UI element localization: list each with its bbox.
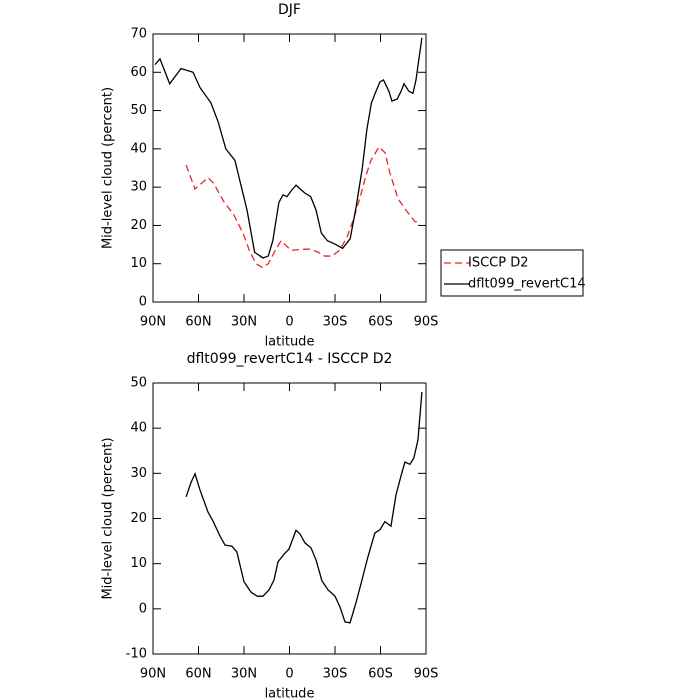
y-tick-label: 10	[130, 256, 147, 271]
chart-title: dflt099_revertC14 - ISCCP D2	[187, 351, 393, 367]
legend-label: ISCCP D2	[468, 256, 529, 271]
x-tick-label: 60S	[368, 667, 393, 682]
chart-title: DJF	[278, 2, 301, 18]
data-line	[185, 145, 421, 269]
y-tick-label: 50	[130, 103, 147, 118]
x-tick-label: 90N	[140, 667, 166, 682]
y-tick-label: 0	[139, 295, 147, 310]
x-tick-label: 0	[285, 667, 293, 682]
x-tick-label: 60N	[185, 315, 211, 330]
plot-frame	[152, 382, 427, 655]
x-tick-label: 90S	[414, 667, 439, 682]
y-axis-label: Mid-level cloud (percent)	[101, 87, 116, 249]
y-tick-label: 30	[130, 180, 147, 195]
y-tick-label: 10	[130, 556, 147, 571]
y-tick-label: 20	[130, 218, 147, 233]
x-tick-label: 30S	[323, 315, 348, 330]
x-axis-label: latitude	[265, 687, 315, 700]
x-tick-label: 90N	[140, 315, 166, 330]
data-line	[185, 391, 423, 624]
x-tick-label: 60N	[185, 667, 211, 682]
y-tick-label: 70	[130, 27, 147, 42]
y-tick-label: -10	[126, 647, 147, 662]
x-tick-label: 90S	[414, 315, 439, 330]
x-tick-label: 60S	[368, 315, 393, 330]
x-axis-label: latitude	[265, 335, 315, 350]
y-tick-label: 0	[139, 601, 147, 616]
y-tick-label: 50	[130, 376, 147, 391]
data-line	[154, 37, 423, 259]
y-tick-label: 40	[130, 141, 147, 156]
y-tick-label: 30	[130, 466, 147, 481]
y-tick-label: 60	[130, 65, 147, 80]
x-tick-label: 30S	[323, 667, 348, 682]
legend-box	[440, 249, 584, 297]
legend-label: dflt099_revertC14	[468, 277, 586, 292]
x-tick-label: 30N	[231, 315, 257, 330]
y-tick-label: 40	[130, 421, 147, 436]
x-tick-label: 0	[285, 315, 293, 330]
y-tick-label: 20	[130, 511, 147, 526]
x-tick-label: 30N	[231, 667, 257, 682]
y-axis-label: Mid-level cloud (percent)	[101, 437, 116, 599]
